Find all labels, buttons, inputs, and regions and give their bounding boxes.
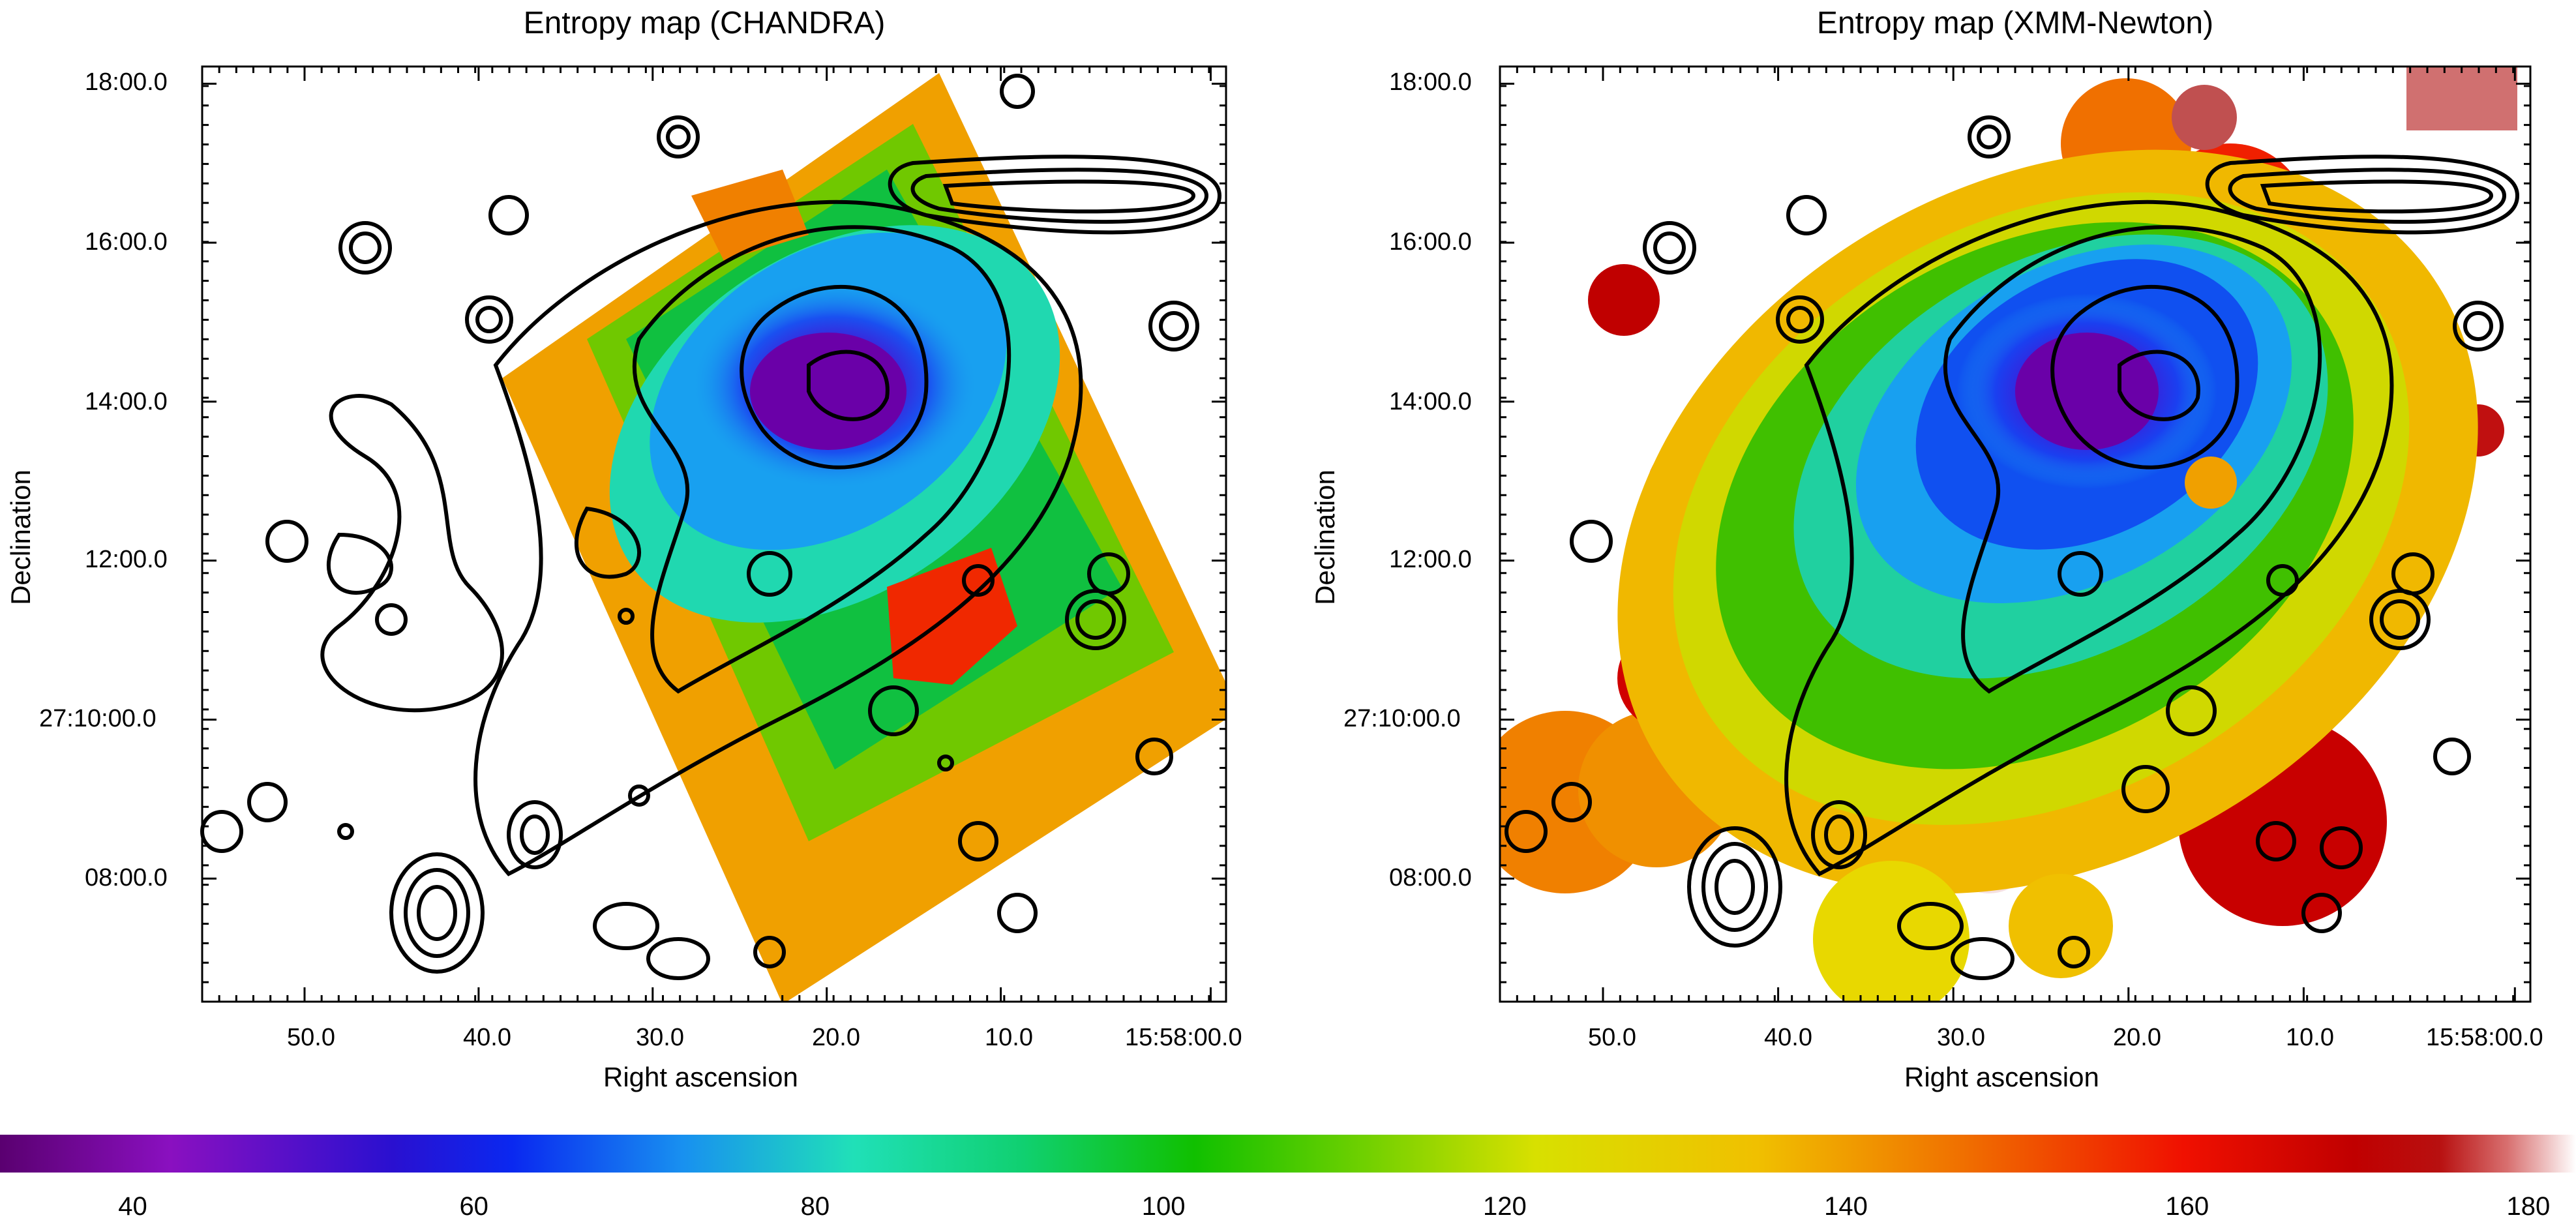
colorbar-tick-140: 140 — [1824, 1192, 1868, 1221]
right-ytick-3: 14:00.0 — [1389, 388, 1472, 415]
right-xtick-4: 20.0 — [2113, 1024, 2161, 1051]
colorbar-tick-180: 180 — [2506, 1192, 2551, 1221]
left-ytick-2: 16:00.0 — [85, 228, 168, 256]
right-xlabel: Right ascension — [1904, 1062, 2099, 1092]
left-ytick-5: 27:10:00.0 — [39, 705, 157, 732]
left-contours — [200, 74, 1222, 980]
left-xlabel: Right ascension — [603, 1062, 798, 1092]
right-ytick-5: 27:10:00.0 — [1343, 705, 1461, 732]
left-title: Entropy map (CHANDRA) — [523, 6, 886, 40]
right-title: Entropy map (XMM-Newton) — [1816, 6, 2214, 40]
left-ytick-1: 18:00.0 — [85, 68, 168, 96]
right-xtick-2: 40.0 — [1764, 1024, 1812, 1051]
left-entropy-map — [502, 73, 1226, 1002]
left-xtick-6: 15:58:00.0 — [1125, 1024, 1242, 1051]
right-ytick-1: 18:00.0 — [1389, 68, 1472, 96]
right-entropy-map — [1500, 67, 2517, 1002]
right-xtick-3: 30.0 — [1937, 1024, 1985, 1051]
right-ytick-2: 16:00.0 — [1389, 228, 1472, 256]
right-ytick-6: 08:00.0 — [1389, 864, 1472, 891]
right-ylabel: Declination — [1309, 470, 1340, 605]
left-ytick-3: 14:00.0 — [85, 388, 168, 415]
right-contours — [1505, 115, 2520, 980]
colorbar-gradient — [0, 1135, 2576, 1173]
left-xtick-3: 30.0 — [636, 1024, 684, 1051]
right-xtick-6: 15:58:00.0 — [2426, 1024, 2543, 1051]
right-xtick-5: 10.0 — [2286, 1024, 2334, 1051]
left-xtick-1: 50.0 — [287, 1024, 335, 1051]
colorbar-tick-100: 100 — [1141, 1192, 1186, 1221]
left-ytick-4: 12:00.0 — [85, 546, 168, 573]
left-xtick-5: 10.0 — [985, 1024, 1033, 1051]
left-plot — [200, 65, 1227, 1003]
right-plot — [1499, 65, 2532, 1003]
left-xtick-2: 40.0 — [463, 1024, 511, 1051]
left-ytick-6: 08:00.0 — [85, 864, 168, 891]
right-xtick-1: 50.0 — [1588, 1024, 1636, 1051]
colorbar-tick-60: 60 — [459, 1192, 488, 1221]
colorbar-tick-40: 40 — [118, 1192, 147, 1221]
left-ylabel: Declination — [5, 470, 36, 605]
colorbar-tick-80: 80 — [800, 1192, 830, 1221]
right-ytick-4: 12:00.0 — [1389, 546, 1472, 573]
colorbar — [0, 1135, 2576, 1173]
left-xtick-4: 20.0 — [812, 1024, 860, 1051]
colorbar-tick-120: 120 — [1482, 1192, 1527, 1221]
colorbar-tick-160: 160 — [2165, 1192, 2209, 1221]
